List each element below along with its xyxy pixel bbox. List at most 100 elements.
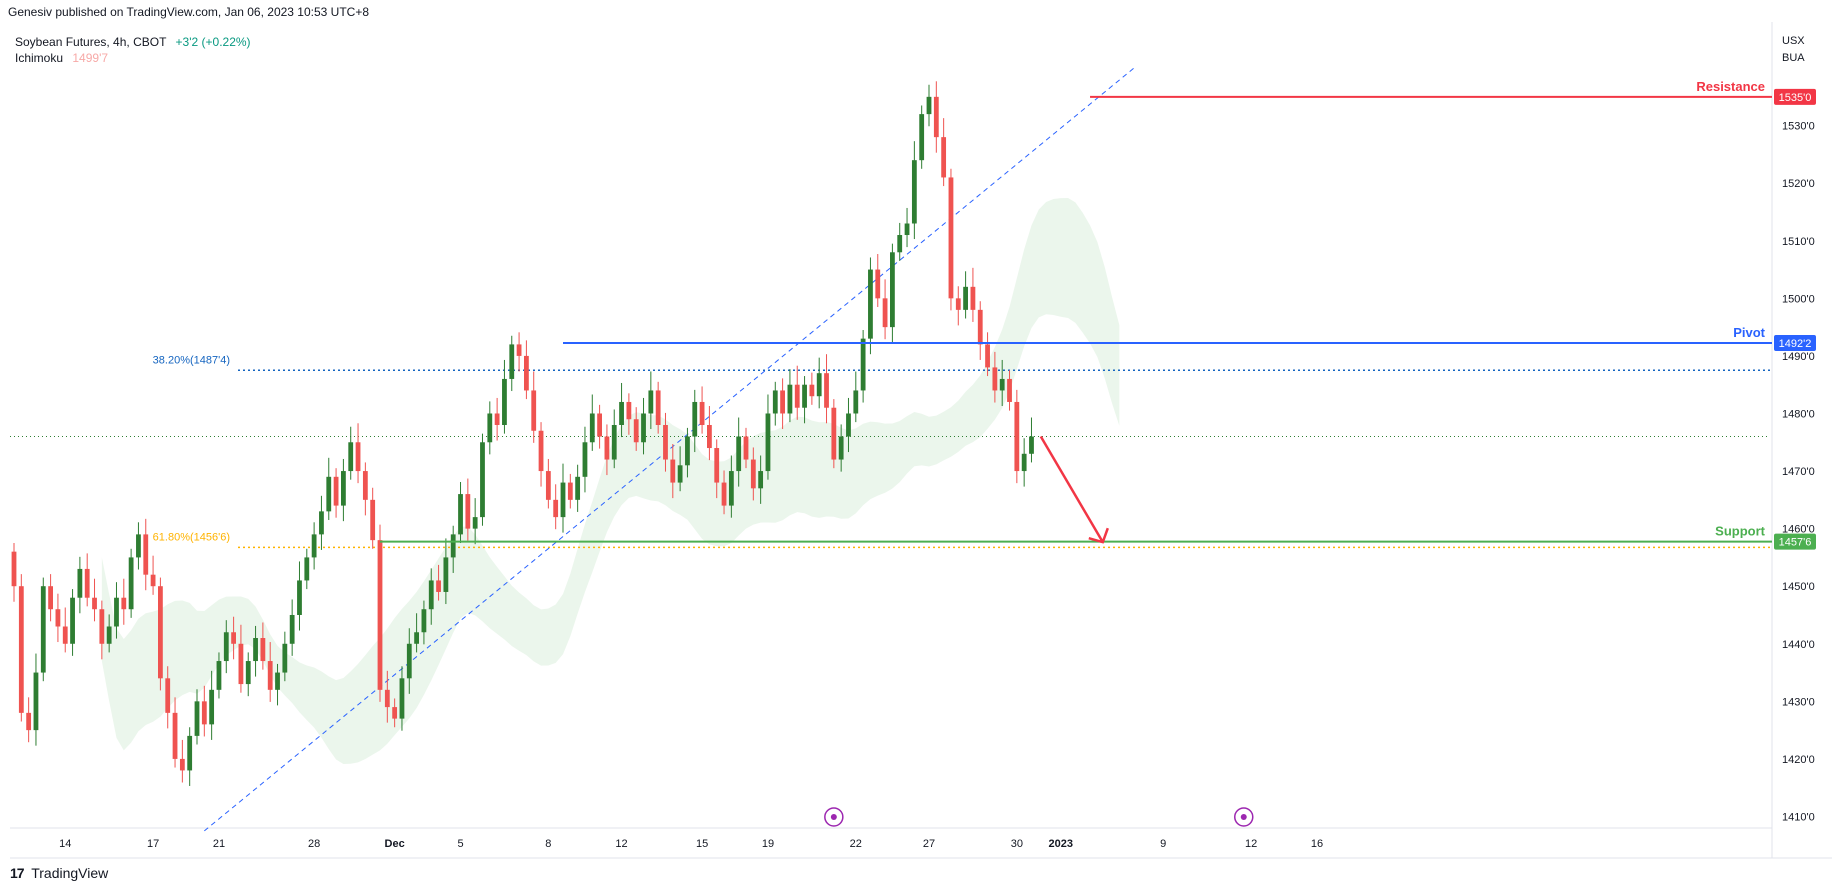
candle-21 (165, 666, 171, 729)
candle-25 (194, 689, 200, 745)
candle-body (406, 643, 412, 679)
candle-85 (633, 407, 639, 451)
time-tick-3: 28 (308, 838, 320, 850)
candle-122 (904, 207, 910, 248)
level-name-resistance: Resistance (1696, 79, 1765, 94)
candle-12 (99, 600, 105, 660)
currency-label[interactable]: USX BUA (1782, 33, 1805, 67)
candle-8 (70, 589, 75, 656)
candle-17 (136, 522, 141, 570)
time-tick-1: 17 (147, 838, 159, 850)
candle-body (589, 413, 595, 443)
candle-110 (816, 357, 822, 409)
candle-body (465, 494, 471, 529)
candle-body (809, 384, 815, 397)
candle-76 (567, 473, 573, 509)
legend-symbol: Soybean Futures, 4h, CBOT (15, 35, 167, 49)
time-tick-9: 19 (762, 838, 774, 850)
candle-64 (480, 433, 485, 526)
candle-35 (267, 642, 273, 702)
fib-label-1: 61.80%(1456'6) (153, 531, 230, 543)
candle-body (472, 517, 478, 529)
candle-body (750, 459, 756, 489)
candle-body (443, 557, 449, 592)
candle-body (787, 384, 793, 414)
price-tick-4: 1450'0 (1782, 581, 1815, 593)
candle-body (538, 430, 544, 472)
tradingview-logo-icon: 17 (10, 865, 25, 881)
time-tick-5: 5 (457, 838, 463, 850)
candle-87 (648, 371, 654, 430)
candle-body (553, 499, 559, 518)
candle-114 (846, 397, 851, 453)
candle-body (26, 712, 32, 731)
candle-body (355, 442, 361, 472)
candle-body (531, 390, 537, 431)
candle-body (106, 626, 112, 644)
candle-body (428, 580, 434, 610)
candle-118 (875, 254, 881, 307)
legend-indicator-row[interactable]: Ichimoku 1499'7 (15, 50, 251, 66)
candle-body (692, 401, 698, 437)
candle-body (707, 425, 712, 449)
candle-36 (275, 663, 280, 706)
candle-body (201, 701, 207, 725)
candle-67 (502, 359, 507, 434)
candle-body (772, 390, 778, 414)
candle-79 (589, 394, 595, 451)
candle-137 (1014, 389, 1020, 484)
candle-body (721, 482, 727, 506)
candle-body (941, 137, 947, 178)
candle-body (450, 534, 456, 558)
candle-body (33, 672, 39, 731)
candle-body (882, 298, 888, 328)
candle-131 (970, 267, 976, 322)
candle-body (816, 373, 822, 397)
time-tick-7: 12 (615, 838, 627, 850)
candle-115 (853, 371, 859, 423)
candle-70 (524, 340, 529, 400)
event-marker-icon (824, 807, 844, 827)
candle-80 (597, 404, 602, 449)
candle-1 (18, 574, 24, 722)
candle-56 (421, 600, 427, 645)
candle-body (904, 223, 910, 236)
candle-26 (201, 685, 207, 737)
candle-27 (209, 670, 215, 740)
candle-body (150, 574, 156, 587)
tradingview-logo[interactable]: 17 TradingView (10, 865, 108, 881)
candle-body (172, 712, 178, 759)
candle-body (231, 632, 236, 644)
candle-body (62, 626, 68, 644)
candle-52 (392, 698, 398, 728)
price-axis[interactable]: 1410'0 1420'0 1430'0 1440'0 1450'0 1460'0 1470… (1782, 121, 1815, 824)
time-tick-15: 12 (1245, 838, 1257, 850)
candle-body (18, 586, 24, 713)
candle-37 (282, 631, 288, 682)
candle-88 (655, 381, 661, 434)
time-axis[interactable]: 14 17 21 28 Dec 5 8 12 15 19 22 27 30 2023 9 12 16 (59, 838, 1323, 850)
candle-124 (919, 105, 925, 169)
trend-line (10, 67, 1770, 832)
candle-111 (824, 354, 829, 424)
candle-body (289, 614, 295, 644)
candle-73 (545, 458, 551, 509)
price-tick-8: 1490'0 (1782, 351, 1815, 363)
price-tick-2: 1430'0 (1782, 696, 1815, 708)
candle-body (70, 597, 75, 644)
time-tick-10: 22 (850, 838, 862, 850)
candle-body (890, 252, 895, 328)
candle-72 (538, 422, 544, 487)
legend-symbol-row[interactable]: Soybean Futures, 4h, CBOT +3'2 (+0.22%) (15, 34, 251, 50)
candle-body (524, 355, 529, 391)
candle-29 (223, 620, 229, 674)
candle-body (11, 551, 17, 587)
event-marker-dot (830, 814, 837, 820)
candle-body (948, 177, 954, 299)
candle-32 (245, 652, 251, 697)
time-tick-13: 2023 (1049, 838, 1073, 850)
publisher-line: Genesiv published on TradingView.com, Ja… (8, 5, 370, 19)
candle-body (663, 425, 668, 460)
candle-body (275, 672, 280, 690)
